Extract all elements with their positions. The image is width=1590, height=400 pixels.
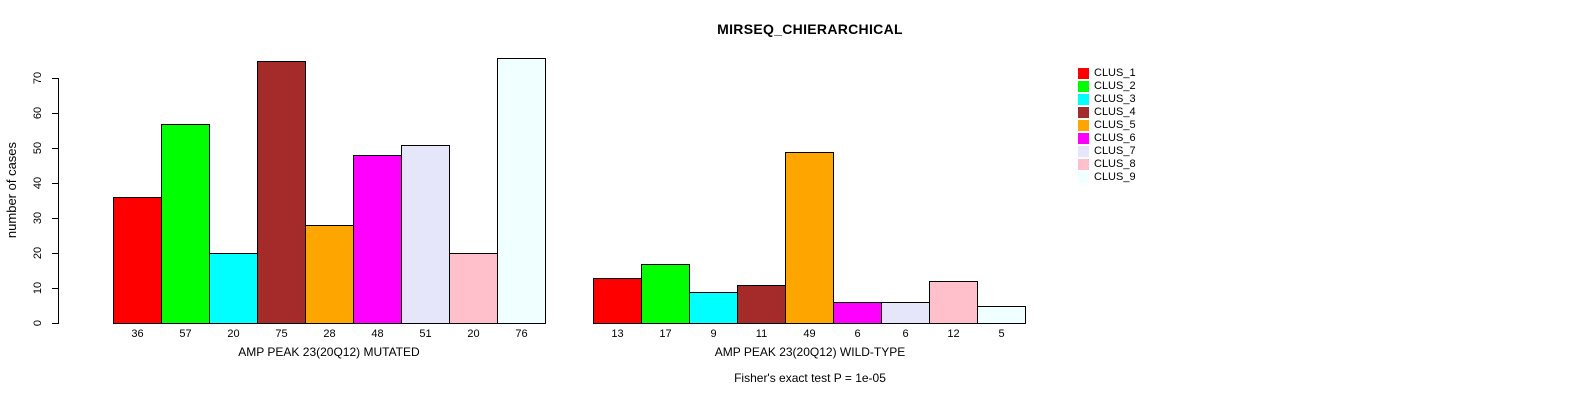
x-axis-title-wild-type: AMP PEAK 23(20Q12) WILD-TYPE [714, 345, 906, 359]
legend-swatch [1078, 94, 1089, 105]
y-tick-mark [52, 148, 59, 149]
bar [737, 285, 786, 324]
y-tick-label: 40 [32, 176, 44, 190]
y-tick-mark [52, 113, 59, 114]
legend-label: CLUS_7 [1094, 145, 1136, 157]
legend-swatch [1078, 133, 1089, 144]
legend-swatch [1078, 146, 1089, 157]
legend-label: CLUS_3 [1094, 93, 1136, 105]
legend-item: CLUS_8 [1078, 158, 1136, 171]
bar-value-label: 9 [710, 328, 717, 340]
legend-swatch [1078, 159, 1089, 170]
y-tick-label: 20 [32, 246, 44, 260]
legend-item: CLUS_4 [1078, 106, 1136, 119]
legend-item: CLUS_2 [1078, 80, 1136, 93]
y-axis-label: number of cases [4, 141, 19, 239]
legend-item: CLUS_6 [1078, 132, 1136, 145]
bar [497, 58, 546, 324]
bar [257, 61, 306, 324]
bar [785, 152, 834, 324]
y-tick-mark [52, 183, 59, 184]
legend-swatch [1078, 120, 1089, 131]
legend: CLUS_1 CLUS_2 CLUS_3 CLUS_4 CLUS_5 CLUS_6 CLUS… [1078, 67, 1136, 184]
bar-value-label: 51 [419, 328, 432, 340]
bar-value-label: 17 [659, 328, 672, 340]
bar [449, 253, 498, 324]
legend-swatch [1078, 172, 1089, 183]
bar-value-label: 11 [755, 328, 768, 340]
legend-label: CLUS_4 [1094, 106, 1136, 118]
bar [641, 264, 690, 324]
bar [977, 306, 1026, 324]
y-tick-mark [52, 288, 59, 289]
y-tick-mark [52, 218, 59, 219]
y-tick-label: 10 [32, 281, 44, 295]
legend-swatch [1078, 68, 1089, 79]
bar [353, 155, 402, 324]
bar-value-label: 75 [275, 328, 288, 340]
bar [209, 253, 258, 324]
fisher-test-annotation: Fisher's exact test P = 1e-05 [734, 371, 886, 385]
legend-item: CLUS_1 [1078, 67, 1136, 80]
bar [305, 225, 354, 324]
bar-value-label: 13 [611, 328, 624, 340]
chart-title: MIRSEQ_CHIERARCHICAL [717, 21, 903, 37]
bar-value-label: 28 [323, 328, 336, 340]
legend-item: CLUS_9 [1078, 171, 1136, 184]
bar [161, 124, 210, 324]
bar-value-label: 6 [854, 328, 861, 340]
y-tick-mark [52, 253, 59, 254]
legend-item: CLUS_7 [1078, 145, 1136, 158]
bar-value-label: 12 [947, 328, 960, 340]
y-tick-label: 30 [32, 211, 44, 225]
bar-value-label: 76 [515, 328, 528, 340]
legend-label: CLUS_2 [1094, 80, 1136, 92]
bar [689, 292, 738, 324]
bar [401, 145, 450, 324]
y-tick-mark [52, 323, 59, 324]
bar [593, 278, 642, 324]
bar-value-label: 36 [131, 328, 144, 340]
bar-value-label: 20 [227, 328, 240, 340]
bar-value-label: 20 [467, 328, 480, 340]
bar-value-label: 5 [998, 328, 1005, 340]
legend-item: CLUS_3 [1078, 93, 1136, 106]
bar [113, 197, 162, 324]
legend-item: CLUS_5 [1078, 119, 1136, 132]
legend-label: CLUS_1 [1094, 67, 1136, 79]
legend-label: CLUS_8 [1094, 158, 1136, 170]
legend-swatch [1078, 81, 1089, 92]
bar-value-label: 49 [803, 328, 816, 340]
bar-value-label: 48 [371, 328, 384, 340]
bar-value-label: 57 [179, 328, 192, 340]
bar [929, 281, 978, 324]
y-tick-label: 0 [32, 319, 44, 327]
bar-value-label: 6 [902, 328, 909, 340]
y-axis-line [58, 78, 59, 324]
y-tick-label: 70 [32, 71, 44, 85]
y-tick-mark [52, 78, 59, 79]
legend-label: CLUS_9 [1094, 171, 1136, 183]
y-tick-label: 60 [32, 106, 44, 120]
legend-label: CLUS_6 [1094, 132, 1136, 144]
legend-swatch [1078, 107, 1089, 118]
legend-label: CLUS_5 [1094, 119, 1136, 131]
bar [833, 302, 882, 324]
bar [881, 302, 930, 324]
y-tick-label: 50 [32, 141, 44, 155]
x-axis-title-mutated: AMP PEAK 23(20Q12) MUTATED [238, 345, 420, 359]
